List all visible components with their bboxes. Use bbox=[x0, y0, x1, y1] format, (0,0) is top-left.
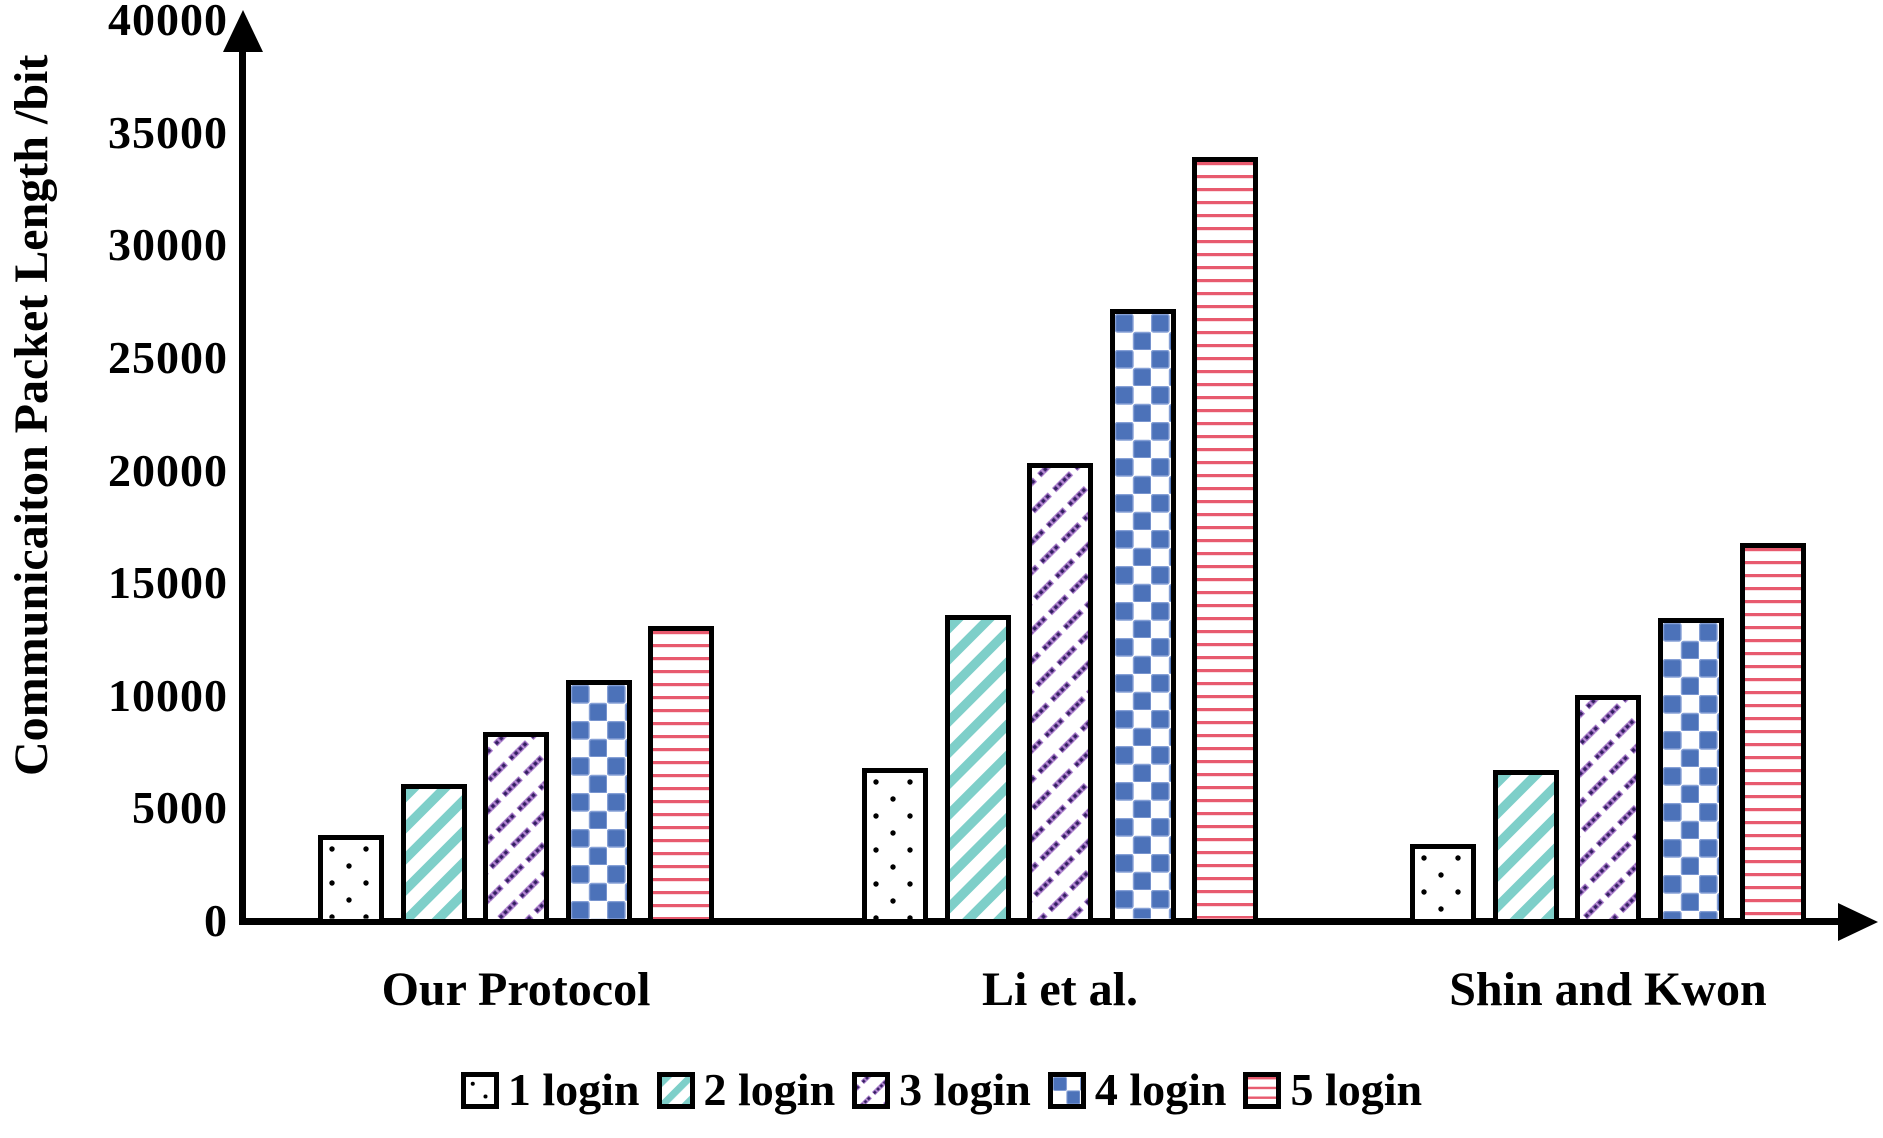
bar-1-login-shin-and-kwon bbox=[1410, 844, 1476, 924]
bar-2-login-li-et-al bbox=[944, 614, 1011, 924]
y-tick-label-25000: 25000 bbox=[108, 331, 228, 383]
legend-item-1-login: 1 login bbox=[460, 1062, 640, 1118]
category-label-li-et-al: Li et al. bbox=[982, 963, 1138, 1016]
legend-item-2-login: 2 login bbox=[656, 1062, 836, 1118]
bar-5-login-li-et-al bbox=[1192, 157, 1258, 924]
legend-swatch-5-login bbox=[1243, 1071, 1282, 1109]
bar-2-login-our-protocol bbox=[400, 783, 467, 924]
y-axis-arrow-icon bbox=[223, 10, 263, 52]
y-tick-label-0: 0 bbox=[204, 895, 228, 946]
legend-swatch-4-login bbox=[1047, 1071, 1086, 1109]
category-label-our-protocol: Our Protocol bbox=[381, 963, 651, 1016]
legend-label-2-login: 2 login bbox=[703, 1064, 836, 1115]
bar-2-login-shin-and-kwon bbox=[1492, 770, 1559, 924]
legend-item-3-login: 3 login bbox=[852, 1062, 1031, 1118]
bar-1-login-li-et-al bbox=[862, 767, 928, 924]
y-axis-line bbox=[239, 24, 246, 924]
y-tick-label-15000: 15000 bbox=[108, 557, 228, 609]
legend-swatch-1-login bbox=[460, 1071, 499, 1109]
legend-swatch-3-login bbox=[852, 1071, 891, 1109]
bar-5-login-shin-and-kwon bbox=[1740, 542, 1806, 924]
y-tick-label-5000: 5000 bbox=[132, 782, 228, 834]
category-label-shin-and-kwon: Shin and Kwon bbox=[1449, 963, 1767, 1016]
bar-4-login-our-protocol bbox=[565, 679, 632, 924]
y-tick-label-30000: 30000 bbox=[108, 219, 228, 271]
bar-4-login-li-et-al bbox=[1109, 309, 1176, 924]
bar-3-login-our-protocol bbox=[483, 731, 549, 924]
legend-swatch-2-login bbox=[656, 1071, 695, 1109]
legend-item-4-login: 4 login bbox=[1047, 1062, 1227, 1118]
legend-label-1-login: 1 login bbox=[507, 1064, 640, 1115]
chart-legend: 1 login 2 login 3 login 4 login 5 login bbox=[0, 1062, 1883, 1118]
legend-item-5-login: 5 login bbox=[1243, 1062, 1422, 1118]
bar-3-login-shin-and-kwon bbox=[1575, 694, 1641, 924]
bar-3-login-li-et-al bbox=[1027, 462, 1093, 924]
bar-5-login-our-protocol bbox=[648, 625, 714, 924]
y-tick-label-10000: 10000 bbox=[108, 669, 228, 721]
y-tick-label-20000: 20000 bbox=[108, 444, 228, 496]
legend-label-5-login: 5 login bbox=[1290, 1064, 1423, 1115]
x-axis-arrow-icon bbox=[1838, 903, 1878, 941]
y-tick-label-35000: 35000 bbox=[108, 106, 228, 158]
legend-label-3-login: 3 login bbox=[899, 1064, 1031, 1115]
legend-label-4-login: 4 login bbox=[1094, 1064, 1227, 1115]
bar-1-login-our-protocol bbox=[318, 835, 384, 924]
y-tick-label-40000: 40000 bbox=[108, 0, 228, 45]
bar-4-login-shin-and-kwon bbox=[1657, 618, 1724, 924]
